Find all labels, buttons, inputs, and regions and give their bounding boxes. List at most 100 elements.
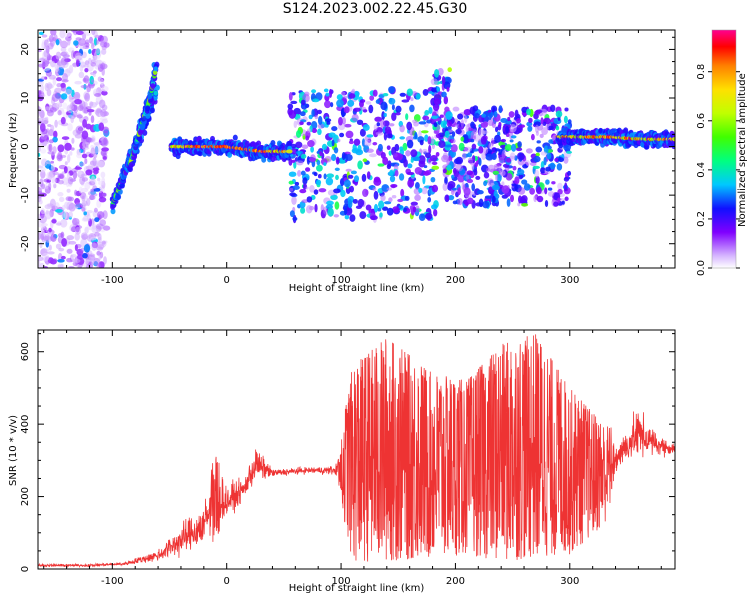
- x-tick-label: 300: [560, 275, 579, 286]
- spectrogram-cell: [91, 30, 96, 36]
- spectrogram-cell: [55, 39, 60, 46]
- spectrogram-cell: [65, 114, 74, 118]
- spectrogram-cell: [94, 48, 101, 54]
- spectrogram-cell: [270, 140, 276, 146]
- spectrogram-cell: [421, 186, 428, 195]
- spectrogram-cell: [292, 216, 298, 221]
- spectrogram-cell: [74, 80, 82, 85]
- y-tick-label: 400: [20, 415, 31, 434]
- spectrogram-cell: [443, 95, 449, 105]
- spectrogram-cell: [314, 115, 319, 120]
- spectrogram-cell: [64, 161, 68, 166]
- spectrogram-cell: [330, 194, 338, 200]
- spectrogram-cell: [410, 201, 418, 206]
- spectrogram-cell: [48, 139, 54, 144]
- spectrogram-cell: [49, 198, 56, 208]
- spectrogram-cell: [534, 124, 540, 134]
- spectrogram-cell: [499, 170, 506, 177]
- spectrogram-cell: [355, 149, 364, 156]
- spectrogram-cell: [336, 138, 341, 143]
- spectrogram-cell: [353, 138, 361, 146]
- spectrogram-cell: [75, 30, 84, 35]
- spectrogram-cell: [534, 169, 540, 178]
- spectrogram-cell: [289, 187, 294, 192]
- spectrogram-cell: [147, 93, 153, 100]
- spectrogram-cell: [547, 145, 552, 150]
- spectrogram-cell: [391, 104, 395, 111]
- spectrogram-cell: [424, 134, 429, 142]
- spectrogram-cell: [414, 194, 421, 201]
- spectrogram-cell: [494, 134, 501, 143]
- spectrogram-cell: [390, 183, 398, 188]
- snr-x-axis-label: Height of straight line (km): [288, 583, 425, 594]
- spectrogram-cell: [43, 45, 50, 50]
- spectrogram-cell: [72, 170, 78, 180]
- spectrogram-cell: [48, 143, 53, 152]
- spectrogram-cell: [85, 263, 91, 268]
- spectrogram-cell: [87, 190, 96, 196]
- spectrogram-cell: [96, 241, 103, 248]
- spectrogram-cell: [317, 174, 322, 179]
- spectrogram-cell: [435, 151, 440, 157]
- spectrogram-cell: [53, 183, 57, 189]
- spectrogram-cell: [498, 121, 502, 128]
- spectrogram-cell: [410, 97, 414, 102]
- spectrogram-cell: [383, 131, 388, 141]
- spectrogram-cell: [343, 203, 348, 210]
- spectrogram-cell: [535, 152, 540, 157]
- spectrogram-cell: [297, 170, 302, 177]
- spectrogram-cell: [440, 120, 447, 129]
- spectrogram-cell: [472, 105, 479, 112]
- spectrogram-cell: [366, 148, 374, 153]
- spectrogram-cell: [481, 113, 486, 118]
- spectrogram-cell: [447, 67, 452, 73]
- spectrogram-cell: [344, 215, 350, 220]
- spectrogram-cell: [291, 159, 296, 163]
- spectrogram-cell: [442, 182, 448, 192]
- spectrogram-cell: [324, 118, 332, 123]
- spectrogram-cell: [63, 166, 68, 174]
- spectrogram-cell: [430, 154, 438, 162]
- spectrogram-cell: [406, 121, 413, 131]
- y-tick-label: -10: [20, 187, 31, 203]
- spectrogram-cell: [339, 178, 345, 187]
- spectrogram-cell: [128, 161, 134, 168]
- spectrogram-cell: [149, 107, 155, 114]
- spectrogram-cell: [45, 116, 49, 121]
- spectrogram-cell: [306, 196, 313, 203]
- y-tick-label: 10: [20, 92, 31, 105]
- spectrogram-cell: [423, 171, 430, 176]
- y-tick-label: 600: [20, 342, 31, 361]
- spectrogram-cell: [565, 150, 573, 154]
- spectrogram-cell: [287, 103, 294, 110]
- spectrogram-cell: [541, 127, 548, 136]
- spectrogram-cell: [327, 207, 334, 217]
- spectrogram-cell: [70, 254, 77, 258]
- spectrogram-cell: [72, 258, 81, 264]
- spectrogram-cell: [64, 88, 73, 95]
- x-tick-label: -100: [101, 275, 124, 286]
- spectrogram-cell: [51, 163, 56, 172]
- spectrogram-cell: [38, 63, 45, 68]
- spectrogram-cell: [550, 104, 556, 113]
- spectrogram-cell: [311, 89, 317, 94]
- spectrogram-cell: [347, 199, 353, 209]
- spectrogram-cell: [474, 162, 478, 168]
- spectrogram-cell: [287, 140, 292, 147]
- spectrogram-cell: [540, 151, 547, 156]
- spectrogram-cell: [300, 99, 306, 106]
- spectrogram-cell: [366, 134, 374, 138]
- colorbar-tick-label: 0.4: [696, 162, 707, 178]
- spectrogram-cell: [345, 130, 354, 139]
- spectrogram-cell: [56, 82, 62, 88]
- spectrogram-cell: [536, 195, 544, 203]
- spectrogram-cell: [93, 142, 102, 146]
- spectrogram-cell: [419, 139, 424, 146]
- spectrogram-cell: [361, 173, 367, 182]
- spectrogram-cell: [39, 199, 43, 205]
- spectrogram-cell: [316, 164, 323, 172]
- spectrogram-cell: [462, 152, 467, 160]
- spectrogram-y-axis-label: Frequency (Hz): [8, 112, 19, 188]
- spectrogram-cell: [85, 123, 92, 130]
- spectrogram-cell: [308, 114, 313, 120]
